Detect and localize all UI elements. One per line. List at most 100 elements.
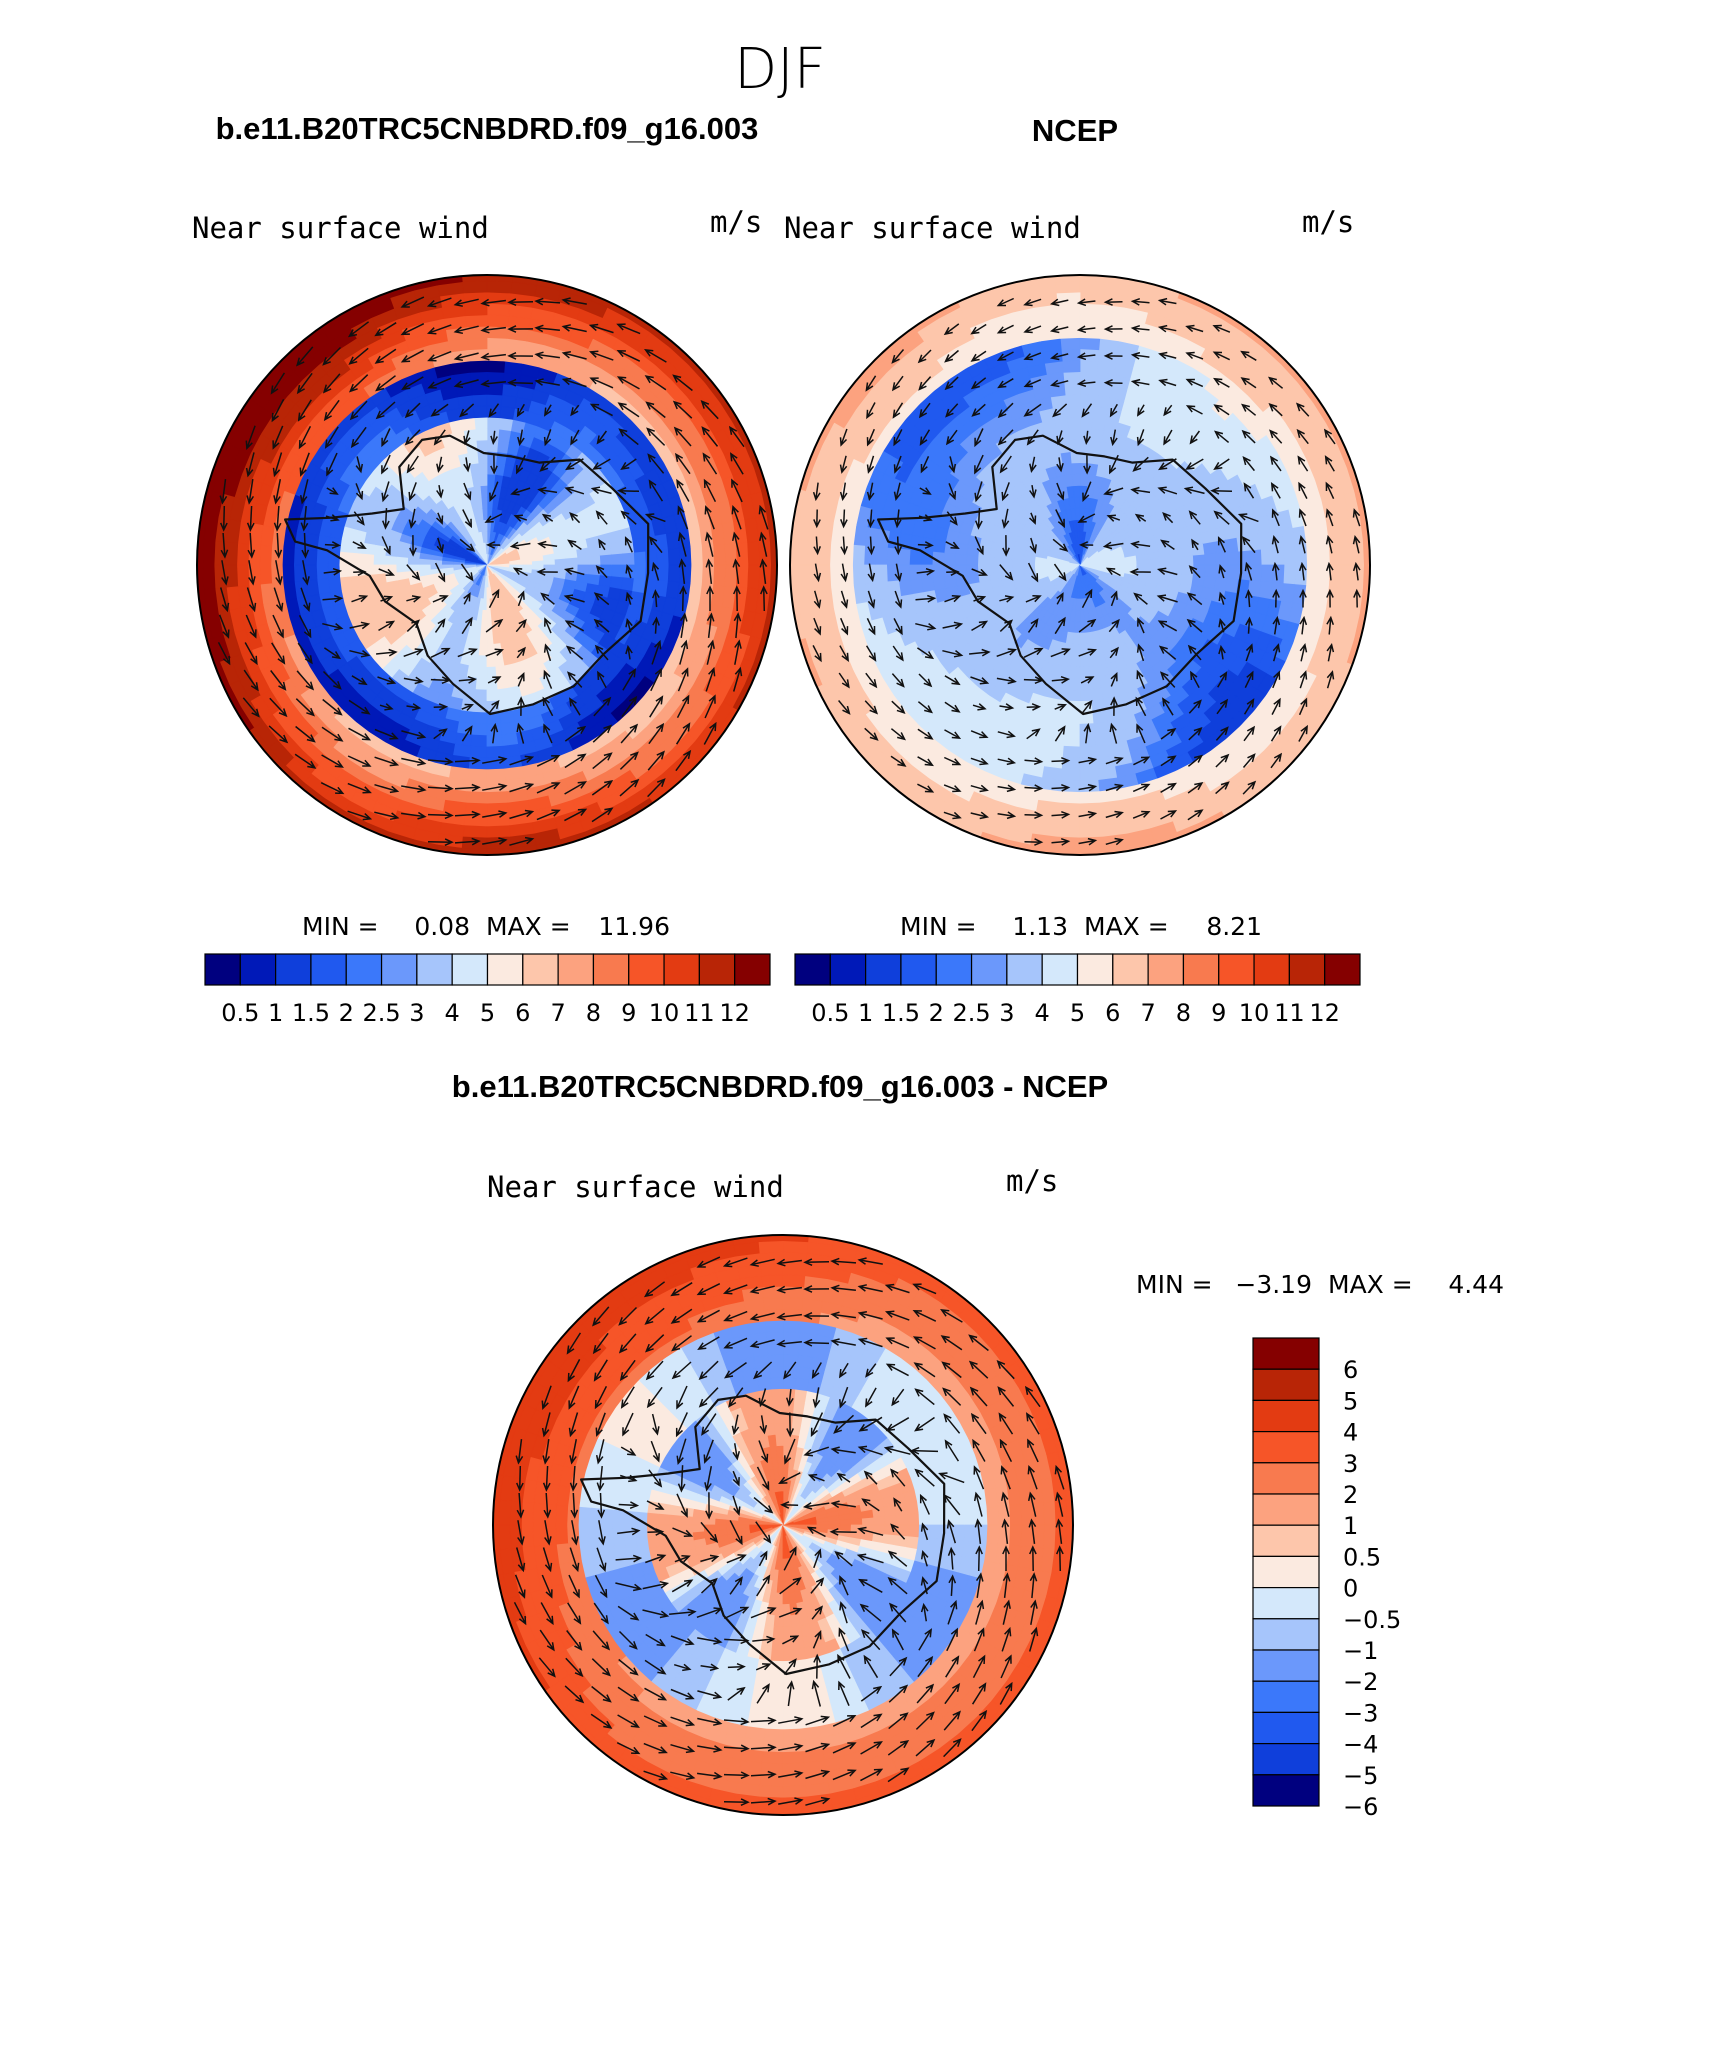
obs-wind-vector — [1001, 508, 1010, 529]
obs-wind-vector — [970, 730, 989, 739]
obs-wind-vector — [1023, 298, 1042, 307]
obs-wind-vector — [943, 323, 960, 336]
obs-wind-vector — [1352, 561, 1361, 581]
model-wind-vector — [401, 730, 427, 740]
model-wind-vector — [677, 667, 689, 692]
model-wind-vector — [219, 587, 230, 613]
obs-wind-vector — [996, 351, 1014, 361]
model-wind-vector — [350, 426, 367, 449]
obs-field-cell — [932, 538, 947, 554]
model-wind-vector — [482, 837, 508, 845]
obs-wind-vector — [974, 481, 983, 503]
obs-field-cell — [1064, 723, 1081, 737]
obs-wind-vector — [1162, 697, 1174, 716]
model-field-cell — [463, 302, 488, 317]
model-field-cell — [531, 564, 545, 571]
obs-wind-vector — [1245, 616, 1253, 634]
model-coastline — [284, 434, 650, 716]
obs-wind-vector — [1162, 512, 1174, 524]
obs-field-cell — [1056, 813, 1081, 828]
obs-wind-vector — [917, 701, 934, 714]
model-wind-vector — [323, 567, 343, 576]
obs-wind-vector — [839, 455, 848, 474]
model-field-cell — [486, 734, 504, 748]
model-wind-vector — [322, 346, 342, 366]
model-wind-vector — [647, 750, 665, 771]
model-wind-vector — [625, 617, 633, 633]
model-wind-vector — [570, 429, 580, 446]
model-wind-vector — [731, 478, 743, 503]
obs-wind-vector — [867, 536, 875, 556]
model-field-cell — [499, 710, 516, 725]
obs-wind-vector — [1056, 592, 1064, 605]
obs-wind-vector — [1352, 534, 1361, 554]
model-wind-vector — [486, 541, 501, 549]
obs-wind-vector — [1160, 727, 1177, 740]
model-wind-vector — [300, 587, 311, 612]
model-wind-vector — [244, 642, 258, 666]
model-wind-vector — [544, 617, 552, 634]
model-field-cell — [202, 539, 216, 566]
model-wind-vector — [296, 346, 314, 367]
model-wind-vector — [564, 808, 588, 822]
model-wind-vector — [564, 620, 585, 632]
obs-wind-vector — [999, 564, 1014, 581]
obs-field-cell — [1072, 632, 1081, 646]
model-field-cell — [486, 314, 510, 328]
obs-wind-vector — [943, 784, 962, 793]
obs-field-cell — [1294, 564, 1308, 586]
obs-wind-vector — [893, 482, 902, 502]
model-wind-vector — [540, 592, 555, 605]
model-field-cell — [236, 564, 250, 588]
obs-wind-vector — [972, 703, 987, 711]
model-wind-vector — [246, 505, 255, 532]
obs-variable-label: Near surface wind — [784, 211, 1081, 245]
obs-wind-vector — [1054, 725, 1066, 742]
model-wind-vector — [509, 782, 535, 793]
model-wind-vector — [700, 399, 719, 420]
obs-wind-vector — [917, 783, 935, 793]
obs-field-cell — [1089, 439, 1103, 454]
obs-wind-vector — [1053, 563, 1067, 582]
model-field-cell — [471, 723, 488, 737]
obs-wind-vector — [1271, 697, 1281, 715]
model-wind-vector — [595, 565, 608, 579]
obs-field-cell — [1340, 564, 1354, 590]
model-wind-vector — [245, 614, 257, 639]
model-wind-vector — [507, 378, 534, 387]
obs-wind-vector — [893, 455, 902, 474]
obs-wind-vector — [946, 568, 960, 576]
diff-field-cell — [778, 1558, 784, 1571]
model-wind-vector — [507, 325, 534, 333]
obs-wind-vector — [945, 429, 958, 446]
obs-wind-vector — [1185, 324, 1204, 333]
model-wind-vector — [379, 703, 394, 711]
diff-field-cell — [839, 1524, 852, 1532]
obs-wind-vector — [1026, 429, 1039, 446]
obs-field-cell — [1088, 451, 1101, 465]
obs-wind-vector — [997, 757, 1017, 766]
model-field-cell — [467, 768, 488, 782]
model-wind-vector — [733, 612, 742, 639]
model-wind-vector — [597, 670, 607, 689]
model-field-cell — [468, 359, 488, 373]
model-wind-vector — [400, 323, 425, 336]
obs-wind-vector — [1103, 379, 1123, 387]
obs-wind-vector — [1215, 753, 1230, 768]
obs-wind-vector — [1135, 696, 1147, 717]
obs-wind-vector — [917, 349, 932, 364]
obs-wind-vector — [1185, 378, 1204, 388]
model-wind-vector — [488, 403, 500, 418]
obs-wind-vector — [944, 594, 962, 603]
diff-field-cell — [714, 1518, 727, 1526]
obs-field-cell — [1079, 802, 1103, 816]
obs-wind-vector — [1217, 536, 1226, 553]
model-field-cell — [701, 564, 715, 586]
model-wind-vector — [534, 297, 561, 306]
obs-wind-vector — [970, 676, 990, 685]
model-wind-vector — [300, 506, 309, 532]
obs-wind-vector — [1105, 783, 1124, 792]
obs-field-cell — [954, 553, 968, 566]
model-field-cell — [475, 677, 488, 691]
obs-field-cell — [1079, 530, 1084, 543]
